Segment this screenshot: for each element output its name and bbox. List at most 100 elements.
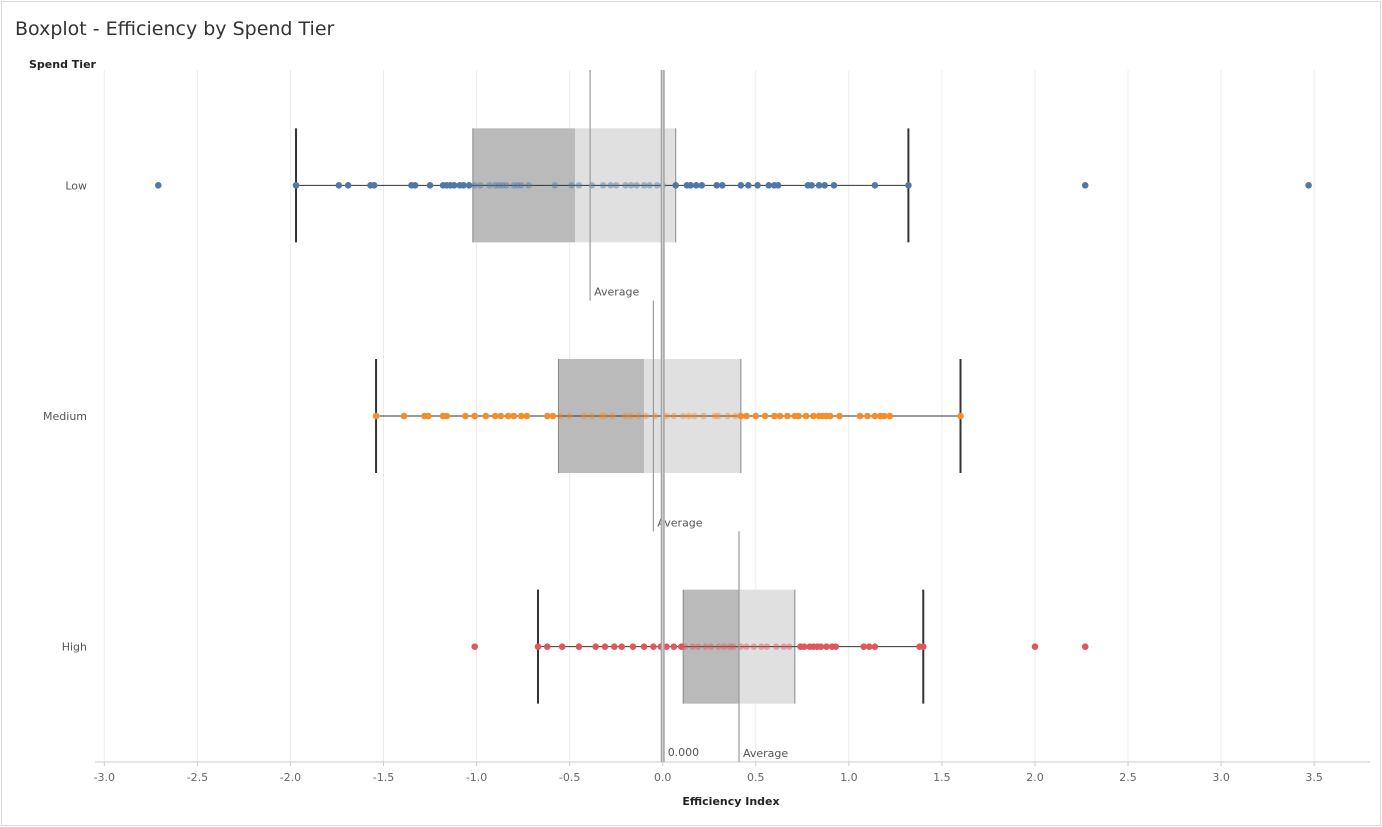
data-point (711, 412, 719, 420)
data-point (715, 643, 722, 650)
data-point (627, 412, 635, 420)
data-point (830, 182, 838, 189)
data-point (650, 643, 657, 650)
category-label: Medium (43, 410, 87, 423)
data-point (752, 412, 760, 420)
data-point (860, 643, 868, 650)
data-point (808, 182, 815, 189)
data-point (784, 412, 791, 420)
data-point (601, 643, 609, 650)
data-point (543, 643, 551, 650)
data-point (832, 643, 840, 650)
x-tick-label: -3.0 (94, 771, 115, 784)
data-point (491, 182, 499, 189)
data-point (795, 412, 802, 420)
data-point (681, 643, 689, 650)
data-point (672, 182, 680, 189)
data-point (476, 182, 484, 189)
data-point (424, 412, 432, 420)
data-point (821, 182, 828, 189)
x-tick-label: 3.5 (1305, 771, 1323, 784)
data-point (460, 182, 467, 189)
data-point (737, 182, 745, 189)
x-tick-label: 0.5 (747, 771, 765, 784)
data-point (750, 643, 758, 650)
data-point (758, 643, 765, 650)
row-header: Spend Tier (29, 58, 96, 71)
average-label: Average (743, 747, 788, 760)
data-point (557, 412, 564, 420)
x-tick-label: 1.5 (933, 771, 951, 784)
data-point (836, 412, 843, 420)
data-point (886, 412, 894, 420)
data-point (737, 412, 745, 420)
data-point (517, 182, 525, 189)
data-point (743, 412, 750, 420)
data-point (810, 412, 817, 420)
data-point (726, 643, 734, 650)
data-point (543, 412, 551, 420)
data-point (864, 412, 871, 420)
data-point (575, 643, 583, 650)
data-point (558, 643, 566, 650)
data-point (745, 182, 752, 189)
data-point (1081, 643, 1089, 650)
data-point (687, 182, 694, 189)
data-point (754, 182, 761, 189)
x-tick-label: -1.5 (373, 771, 394, 784)
data-point (785, 643, 793, 650)
data-point (685, 412, 693, 420)
data-point (612, 182, 620, 189)
data-point (670, 643, 678, 650)
data-point (871, 182, 879, 189)
data-point (609, 412, 616, 420)
data-point (471, 412, 479, 420)
data-point (486, 182, 493, 189)
data-point (523, 412, 531, 420)
x-tick-label: 3.0 (1212, 771, 1230, 784)
data-point (601, 412, 609, 420)
data-point (618, 643, 626, 650)
data-point (450, 182, 458, 189)
data-point (597, 412, 605, 420)
data-point (763, 643, 771, 650)
data-point (715, 412, 722, 420)
data-point (679, 412, 687, 420)
x-tick-label: 1.0 (840, 771, 858, 784)
data-point (646, 182, 653, 189)
data-point (640, 182, 648, 189)
category-label: High (62, 641, 87, 654)
data-point (154, 182, 162, 189)
data-point (700, 412, 707, 420)
data-point (581, 412, 588, 420)
data-point (774, 182, 782, 189)
data-point (495, 182, 503, 189)
data-point (694, 643, 702, 650)
data-point (462, 412, 469, 420)
data-point (635, 412, 642, 420)
data-point (629, 643, 637, 650)
data-point (1305, 182, 1312, 189)
data-point (698, 182, 706, 189)
data-point (607, 182, 614, 189)
data-point (800, 643, 808, 650)
data-point (622, 412, 629, 420)
data-point (823, 643, 830, 650)
data-point (400, 412, 408, 420)
data-point (510, 412, 518, 420)
data-point (443, 412, 451, 420)
data-point (372, 412, 380, 420)
data-point (919, 643, 927, 650)
average-label: Average (594, 286, 639, 299)
data-point (642, 412, 650, 420)
x-tick-label: -1.0 (466, 771, 487, 784)
chart-title: Boxplot - Efficiency by Spend Tier (15, 18, 335, 40)
data-point (491, 412, 499, 420)
data-point (707, 643, 715, 650)
data-point (292, 182, 300, 189)
data-point (471, 182, 479, 189)
data-point (957, 412, 964, 420)
data-point (670, 412, 678, 420)
average-label: Average (657, 516, 702, 529)
